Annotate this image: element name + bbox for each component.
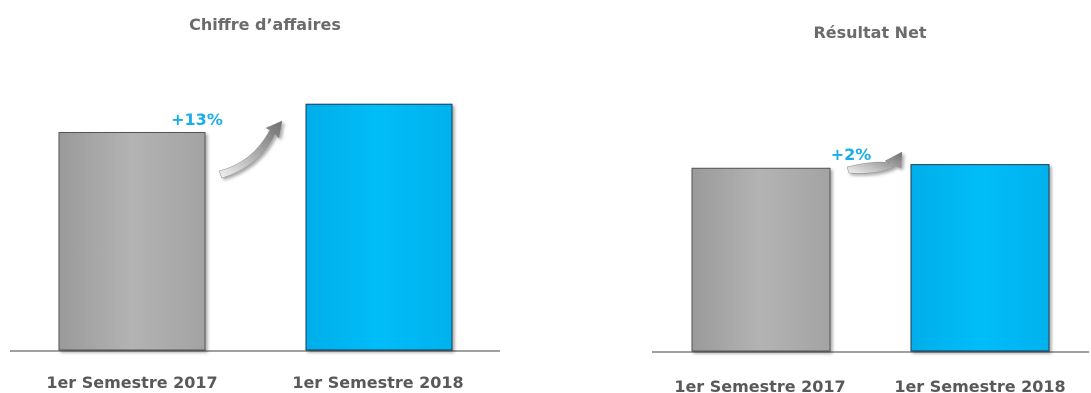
chart-revenue-annotation: +13% xyxy=(171,110,223,129)
chart-revenue-bar-2018 xyxy=(305,103,453,351)
chart-revenue-bar-2017 xyxy=(58,132,206,351)
chart-net-income-bar-2017 xyxy=(691,167,831,352)
chart-revenue-tick-2018: 1er Semestre 2018 xyxy=(292,373,463,392)
chart-net-income-bar-2018 xyxy=(910,164,1050,352)
chart-revenue-title: Chiffre d’affaires xyxy=(189,15,341,34)
chart-revenue-growth-arrow-icon xyxy=(218,120,283,179)
chart-net-income-growth-arrow-icon xyxy=(846,151,903,174)
chart-net-income-annotation: +2% xyxy=(831,145,872,164)
chart-net-income: Résultat Net +2% 1er Semestre 2017 1er S… xyxy=(652,23,1089,393)
chart-revenue-tick-2017: 1er Semestre 2017 xyxy=(46,373,217,392)
chart-net-income-tick-2018: 1er Semestre 2018 xyxy=(894,377,1065,393)
chart-revenue: Chiffre d’affaires +13% 1er Semestre 201… xyxy=(10,15,500,392)
chart-net-income-tick-2017: 1er Semestre 2017 xyxy=(674,377,845,393)
chart-net-income-title: Résultat Net xyxy=(813,23,926,42)
